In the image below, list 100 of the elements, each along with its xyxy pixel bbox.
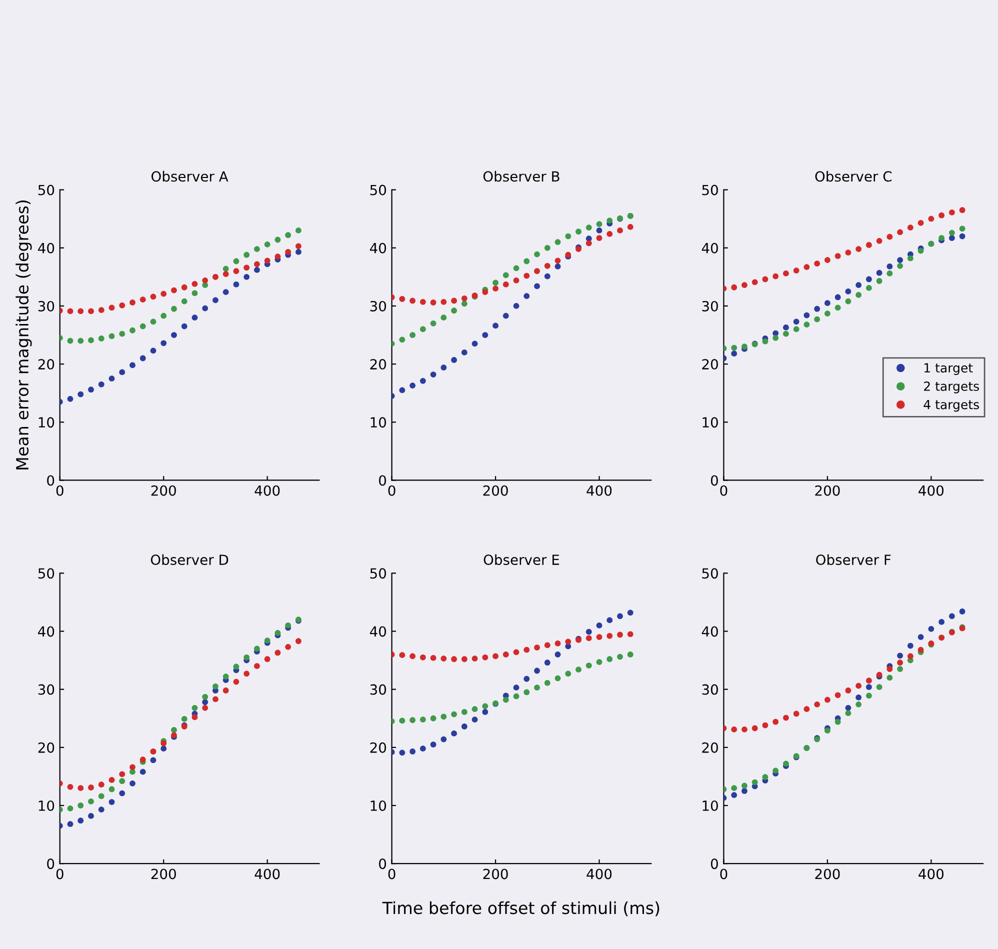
point [834, 692, 841, 698]
y-tick-label: 0 [710, 475, 718, 486]
point [886, 234, 893, 240]
point [472, 656, 478, 662]
y-tick-label: 30 [702, 684, 718, 695]
point [596, 228, 602, 234]
point [285, 249, 292, 255]
point [772, 273, 779, 280]
point [814, 306, 820, 312]
point [150, 318, 156, 325]
point [88, 784, 94, 790]
point [430, 300, 436, 306]
point [440, 656, 447, 662]
point [544, 244, 550, 251]
point [876, 684, 882, 690]
point [772, 334, 779, 341]
point [420, 746, 426, 752]
point [88, 386, 94, 393]
x-tick-label: 200 [483, 868, 508, 880]
point [233, 268, 240, 274]
point [886, 666, 893, 672]
point [752, 279, 758, 286]
point [202, 704, 208, 711]
point [596, 235, 602, 241]
point [783, 324, 789, 330]
point [856, 246, 862, 252]
point [554, 640, 561, 646]
point [866, 692, 872, 699]
y-tick-label: 10 [38, 417, 54, 428]
point [544, 262, 550, 269]
point [420, 298, 426, 305]
point [150, 757, 156, 764]
point [731, 785, 738, 792]
point [886, 674, 893, 681]
point [492, 322, 498, 329]
point [67, 308, 74, 314]
point [856, 282, 862, 288]
y-tick-label: 0 [47, 858, 54, 870]
point [731, 284, 738, 290]
y-tick-label: 40 [702, 242, 718, 254]
point [430, 372, 436, 378]
point [742, 782, 748, 789]
point [140, 355, 146, 362]
point [430, 320, 436, 326]
point [876, 278, 882, 284]
point [845, 288, 852, 294]
point [824, 728, 830, 734]
point [606, 231, 613, 237]
point [586, 240, 592, 246]
point [856, 292, 862, 298]
y-tick-label: 10 [702, 417, 718, 428]
x-tick-label: 400 [586, 868, 612, 880]
point [762, 774, 768, 780]
point [244, 274, 250, 280]
point [430, 715, 436, 722]
point [181, 284, 188, 290]
point [731, 350, 738, 357]
point [171, 287, 177, 294]
point [804, 706, 810, 712]
point [264, 241, 270, 248]
point [67, 396, 74, 402]
point [88, 337, 94, 344]
point [502, 312, 509, 319]
point [399, 296, 406, 302]
point [98, 336, 104, 342]
point [948, 230, 955, 236]
point [222, 266, 229, 272]
point [793, 326, 800, 332]
y-tick-label: 50 [38, 184, 54, 196]
point [907, 255, 914, 262]
point [938, 619, 944, 625]
point [482, 654, 488, 660]
point [814, 316, 820, 322]
point [513, 649, 520, 656]
point [959, 226, 966, 232]
point [834, 253, 841, 259]
point [285, 622, 292, 628]
point [181, 323, 188, 330]
x-tick-label: 400 [254, 485, 280, 496]
point [410, 653, 416, 660]
point [617, 654, 623, 660]
point [731, 792, 738, 798]
point [440, 736, 447, 742]
point [222, 289, 229, 295]
x-tick-label: 200 [483, 485, 508, 496]
point [804, 322, 810, 328]
point [534, 644, 540, 650]
y-tick-label: 20 [370, 742, 386, 753]
point [876, 238, 882, 244]
point [440, 298, 447, 305]
point [150, 294, 156, 300]
point [524, 293, 530, 300]
point [98, 793, 104, 800]
point [783, 714, 789, 721]
point [274, 254, 281, 260]
chart-title: Observer D [150, 554, 228, 566]
point [793, 710, 800, 717]
point [171, 727, 177, 733]
point [793, 268, 800, 274]
point [576, 228, 582, 235]
